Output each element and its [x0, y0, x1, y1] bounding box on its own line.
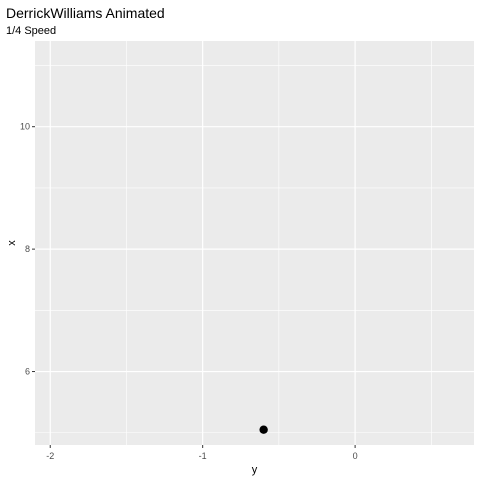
grid-major	[35, 41, 474, 445]
x-tick-label: -1	[199, 451, 207, 461]
y-tick-label: 6	[25, 367, 30, 377]
data-points	[259, 425, 268, 434]
chart-subtitle: 1/4 Speed	[6, 25, 56, 37]
grid-minor	[35, 41, 474, 445]
y-axis-title: x	[6, 240, 18, 246]
x-tick-label: -2	[46, 451, 54, 461]
x-tick-label: 0	[353, 451, 358, 461]
chart-title: DerrickWilliams Animated	[6, 5, 165, 21]
plot-panel	[35, 41, 474, 445]
y-axis: 6 8 10	[20, 122, 35, 377]
x-axis-title: y	[252, 464, 258, 476]
y-tick-label: 10	[20, 122, 30, 132]
y-tick-label: 8	[25, 244, 30, 254]
data-point	[259, 425, 268, 434]
x-axis: -2 -1 0	[46, 445, 358, 461]
